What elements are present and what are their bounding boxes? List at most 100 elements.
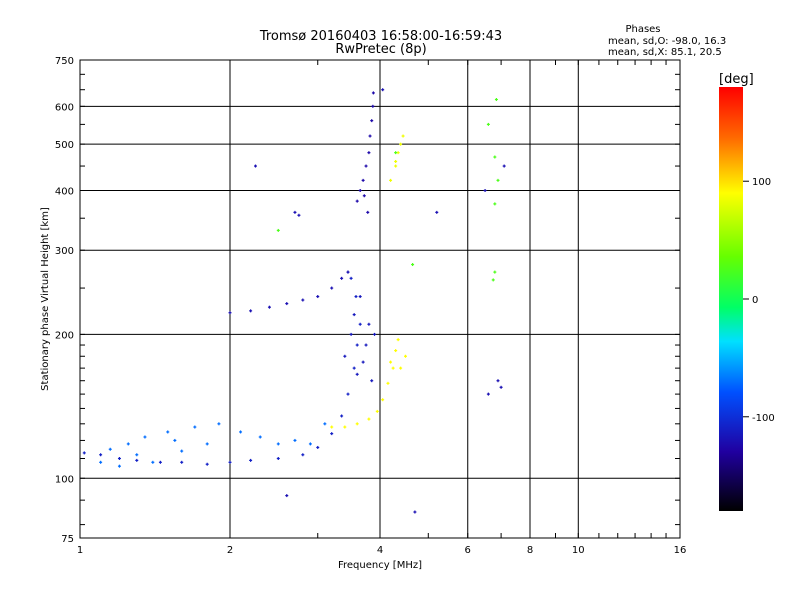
data-point: [108, 447, 112, 451]
data-point: [297, 213, 301, 217]
data-point: [173, 438, 177, 442]
data-point: [394, 164, 398, 168]
data-point: [399, 366, 403, 370]
data-point: [346, 392, 350, 396]
data-point: [367, 417, 371, 421]
data-point: [193, 425, 197, 429]
phases-line-o: mean, sd,O: -98.0, 16.3: [608, 36, 726, 47]
y-tick-label: 200: [55, 330, 74, 341]
chart-title-line2: RwPretec (8p): [335, 42, 426, 57]
data-point: [486, 122, 490, 126]
data-point: [373, 332, 377, 336]
data-point: [355, 199, 359, 203]
data-point: [135, 458, 139, 462]
data-point: [267, 305, 271, 309]
data-point: [276, 456, 280, 460]
data-point: [276, 228, 280, 232]
data-point: [355, 372, 359, 376]
data-point: [323, 422, 327, 426]
data-point: [316, 295, 320, 299]
data-point: [364, 343, 368, 347]
y-axis-label: Stationary phase Virtual Height [km]: [40, 207, 51, 391]
data-point: [349, 276, 353, 280]
data-point: [82, 451, 86, 455]
x-tick-label: 4: [377, 545, 383, 556]
data-point: [293, 438, 297, 442]
x-axis-ticks: 1 2 4 6 8 10 16: [77, 60, 686, 556]
data-point: [396, 338, 400, 342]
colorbar-tick-label: -100: [752, 413, 775, 424]
data-point: [381, 398, 385, 402]
y-tick-label: 75: [61, 534, 74, 545]
data-point: [389, 360, 393, 364]
data-points: [82, 88, 506, 514]
data-point: [486, 392, 490, 396]
data-point: [239, 430, 243, 434]
y-tick-label: 400: [55, 186, 74, 197]
data-point: [99, 460, 103, 464]
data-point: [330, 425, 334, 429]
y-tick-label: 750: [55, 56, 74, 67]
data-point: [340, 276, 344, 280]
x-tick-label: 1: [77, 545, 83, 556]
data-point: [368, 134, 372, 138]
data-point: [352, 313, 356, 317]
data-point: [330, 432, 334, 436]
data-point: [483, 188, 487, 192]
data-point: [343, 354, 347, 358]
y-tick-label: 100: [55, 474, 74, 485]
data-point: [364, 164, 368, 168]
data-point: [367, 322, 371, 326]
data-point: [349, 332, 353, 336]
data-point: [361, 360, 365, 364]
data-point: [355, 422, 359, 426]
x-axis-label: Frequency [MHz]: [338, 560, 422, 571]
data-point: [143, 435, 147, 439]
data-point: [401, 134, 405, 138]
data-point: [355, 343, 359, 347]
data-point: [228, 311, 232, 315]
chart-title-line1: Tromsø 20160403 16:58:00-16:59:43: [259, 29, 502, 44]
data-point: [493, 202, 497, 206]
data-point: [391, 366, 395, 370]
data-point: [496, 178, 500, 182]
data-point: [354, 295, 358, 299]
phases-heading: Phases: [625, 24, 660, 35]
data-point: [367, 151, 371, 155]
data-point: [249, 458, 253, 462]
data-point: [293, 210, 297, 214]
data-point: [330, 286, 334, 290]
data-point: [493, 270, 497, 274]
data-point: [253, 164, 257, 168]
data-point: [358, 295, 362, 299]
y-tick-label: 300: [55, 246, 74, 257]
data-point: [358, 322, 362, 326]
data-point: [496, 379, 500, 383]
data-point: [411, 263, 415, 267]
data-point: [371, 104, 375, 108]
data-point: [99, 453, 103, 457]
x-tick-label: 10: [572, 545, 585, 556]
y-tick-label: 500: [55, 140, 74, 151]
data-point: [217, 422, 221, 426]
x-tick-label: 6: [465, 545, 471, 556]
x-tick-label: 8: [527, 545, 533, 556]
data-point: [308, 442, 312, 446]
colorbar-tick-label: 100: [752, 177, 771, 188]
data-point: [370, 119, 374, 123]
data-point: [343, 425, 347, 429]
data-point: [493, 155, 497, 159]
data-point: [389, 178, 393, 182]
colorbar-label: [deg]: [719, 72, 754, 87]
colorbar-tick-label: 0: [752, 295, 758, 306]
data-point: [205, 462, 209, 466]
data-point: [126, 442, 130, 446]
data-point: [491, 278, 495, 282]
data-point: [381, 88, 385, 92]
data-point: [396, 151, 400, 155]
data-point: [135, 453, 139, 457]
data-point: [394, 349, 398, 353]
data-point: [228, 460, 232, 464]
data-point: [370, 379, 374, 383]
